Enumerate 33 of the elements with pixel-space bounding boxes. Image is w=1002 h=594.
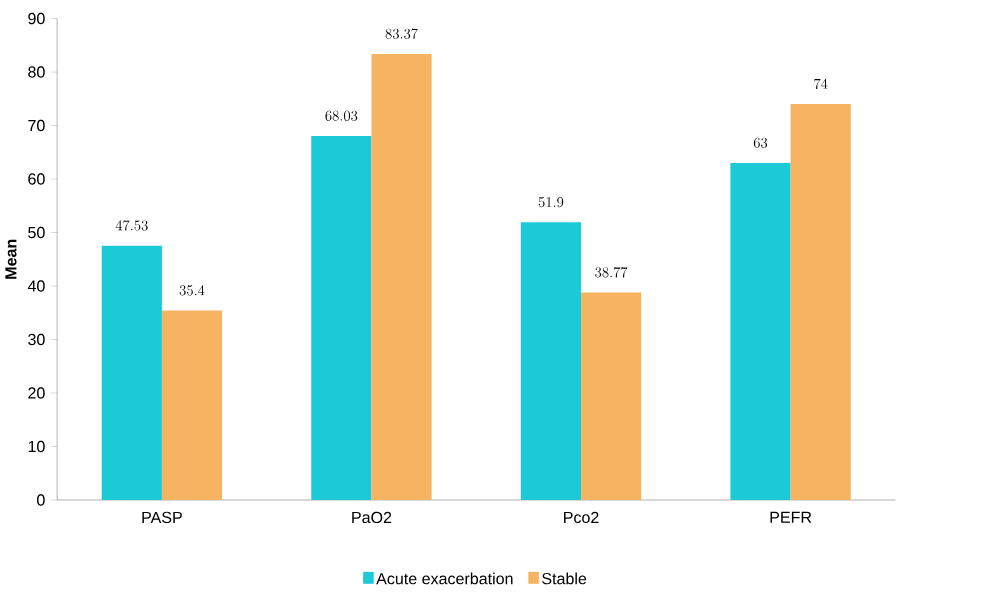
y-tick-label: 70: [28, 119, 45, 131]
x-tick-label: PASP: [142, 511, 182, 523]
bar: [520, 222, 582, 500]
bar: [101, 245, 162, 500]
y-tick-label: 60: [28, 173, 45, 185]
data-label: 38.77: [595, 266, 628, 278]
y-axis-title: Mean: [5, 239, 17, 279]
x-tick-label: Pco2: [564, 511, 599, 523]
y-tick-label: 80: [28, 66, 45, 78]
legend-label: Stable: [542, 572, 587, 585]
data-label: 68.03: [325, 110, 358, 121]
data-label: 74: [814, 78, 828, 89]
y-tick-label: 90: [28, 12, 45, 24]
legend-label: Acute exacerbation: [376, 572, 513, 585]
x-tick-label: PaO2: [352, 511, 392, 523]
bar: [790, 103, 851, 500]
y-tick-label: 30: [28, 333, 45, 345]
data-label: 51 .9: [538, 196, 564, 207]
bar: [161, 310, 223, 500]
y-tick-label: 40: [27, 280, 45, 292]
data-label: 35.4: [179, 284, 205, 296]
bar: [371, 53, 432, 500]
y-tick-label: 10: [28, 440, 45, 452]
y-tick-label: 50: [28, 226, 45, 238]
y-tick-label: 20: [28, 387, 45, 399]
data-label: 83.37: [385, 28, 418, 39]
y-tick-label: 0: [37, 494, 45, 506]
x-tick-label: PEFR: [770, 511, 812, 523]
bar: [311, 135, 372, 500]
bar: [730, 162, 791, 500]
data-label: 47.53: [115, 220, 148, 231]
bar: [581, 292, 642, 500]
data-label: 63: [753, 137, 768, 148]
